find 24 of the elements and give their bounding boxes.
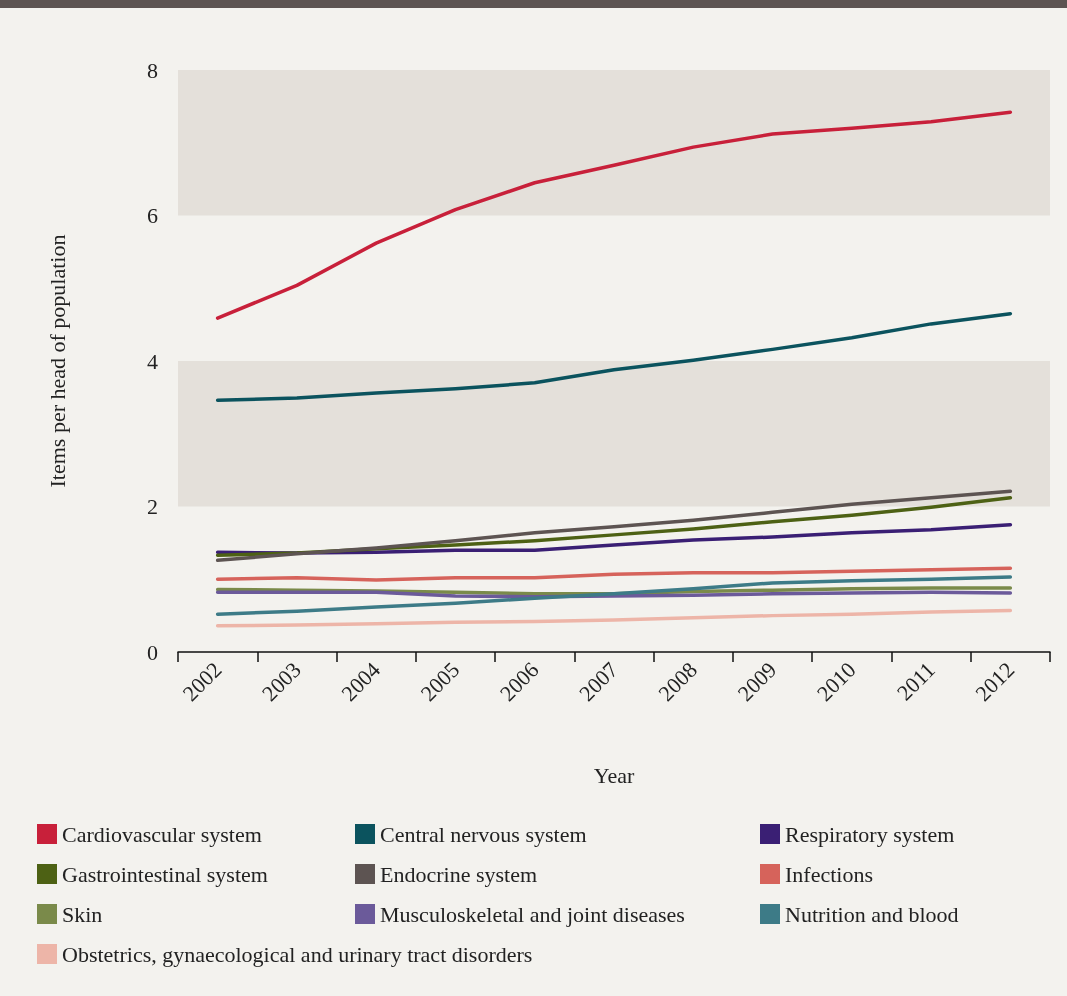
legend-label: Musculoskeletal and joint diseases: [380, 901, 685, 927]
legend-label: Nutrition and blood: [785, 901, 959, 927]
legend-label: Endocrine system: [380, 861, 538, 887]
y-axis-title: Items per head of population: [44, 234, 70, 488]
y-tick-label: 0: [147, 639, 158, 665]
x-axis-title: Year: [593, 762, 635, 788]
line-series: [215, 608, 1013, 628]
legend-label: Cardiovascular system: [62, 821, 262, 847]
legend-label: Central nervous system: [380, 821, 587, 847]
y-tick-label: 8: [147, 57, 158, 83]
line-series: [215, 489, 1013, 563]
legend-label: Respiratory system: [785, 821, 955, 847]
line-series: [215, 311, 1013, 403]
line-series: [215, 566, 1013, 582]
line-series: [215, 110, 1013, 320]
legend-label: Obstetrics, gynaecological and urinary tract disorders: [62, 941, 533, 967]
y-tick-label: 4: [147, 348, 158, 374]
line-series: [215, 575, 1013, 616]
legend-label: Skin: [62, 901, 103, 927]
legend-label: Gastrointestinal system: [62, 861, 268, 887]
legend-label: Infections: [785, 861, 873, 887]
y-tick-label: 2: [147, 494, 158, 519]
y-tick-label: 6: [147, 203, 158, 228]
x-tick-label: 2011: [891, 657, 940, 706]
